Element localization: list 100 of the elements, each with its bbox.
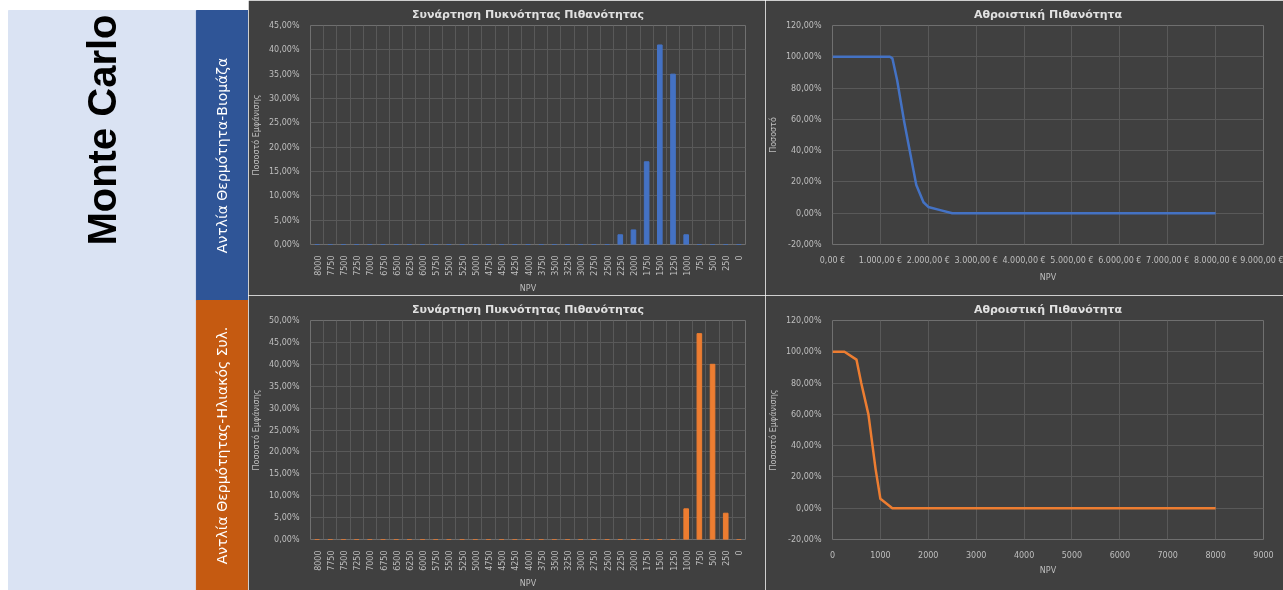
x-tick-label: 7750 bbox=[326, 255, 336, 276]
x-tick-label: 4750 bbox=[484, 550, 494, 571]
x-tick-label: 3500 bbox=[550, 550, 560, 571]
y-tick-label: 40,00% bbox=[791, 441, 822, 451]
x-tick-label: 5750 bbox=[432, 255, 442, 276]
chart-title: Αθροιστική Πιθανότητα bbox=[973, 7, 1123, 21]
x-tick-label: 4250 bbox=[511, 550, 521, 571]
x-tick-label: 500 bbox=[709, 550, 719, 566]
y-tick-label: 10,00% bbox=[269, 191, 300, 201]
x-tick-label: 4500 bbox=[498, 550, 508, 571]
y-tick-label: 50,00% bbox=[269, 316, 300, 325]
x-tick-label: 5750 bbox=[432, 550, 442, 571]
y-tick-label: 15,00% bbox=[269, 469, 300, 479]
y-tick-label: 0,00% bbox=[274, 535, 300, 544]
x-tick-label: 250 bbox=[722, 550, 732, 566]
y-tick-label: 20,00% bbox=[269, 447, 300, 457]
x-tick-label: 6500 bbox=[392, 550, 402, 571]
x-tick-label: 6000 bbox=[419, 550, 429, 571]
x-tick-label: 7000 bbox=[366, 550, 376, 571]
x-tick-label: 3250 bbox=[564, 550, 574, 571]
y-tick-label: 30,00% bbox=[269, 403, 300, 413]
x-tick-label: 5250 bbox=[458, 550, 468, 571]
x-axis-title: NPV bbox=[519, 578, 537, 588]
x-tick-label: 1250 bbox=[669, 255, 679, 276]
y-tick-label: 60,00% bbox=[791, 114, 822, 124]
x-axis-title: NPV bbox=[1039, 272, 1057, 282]
x-tick-label: 500 bbox=[709, 255, 719, 271]
y-tick-label: 5,00% bbox=[274, 215, 300, 225]
x-tick-label: 4000 bbox=[1013, 550, 1035, 560]
x-tick-label: 6750 bbox=[379, 255, 389, 276]
x-tick-label: 8000 bbox=[313, 550, 323, 571]
y-tick-label: 20,00% bbox=[269, 142, 300, 152]
y-tick-label: 30,00% bbox=[269, 94, 300, 103]
y-tick-label: 20,00% bbox=[791, 177, 822, 187]
x-tick-label: 750 bbox=[695, 550, 705, 566]
y-tick-label: 45,00% bbox=[269, 337, 300, 347]
x-tick-label: 1000 bbox=[870, 550, 891, 560]
y-tick-label: 20,00% bbox=[791, 472, 822, 482]
x-tick-label: 1000 bbox=[682, 255, 692, 276]
x-tick-label: 8000 bbox=[313, 255, 323, 276]
x-tick-label: 0 bbox=[735, 550, 745, 556]
x-tick-label: 6.000,00 € bbox=[1098, 255, 1142, 265]
y-axis-title: Ποσοστό Εμφάνισης bbox=[251, 94, 261, 176]
x-tick-label: 3000 bbox=[965, 550, 987, 560]
x-tick-label: 4750 bbox=[484, 255, 494, 276]
x-tick-label: 0 bbox=[735, 255, 745, 261]
x-tick-label: 2.000,00 € bbox=[906, 255, 950, 265]
y-tick-label: 25,00% bbox=[269, 118, 300, 128]
text: Αντλία Θερμότητας-Ηλιακός Συλ. bbox=[214, 326, 231, 565]
x-tick-label: 250 bbox=[722, 255, 732, 271]
y-tick-label: 0,00% bbox=[796, 503, 822, 513]
y-tick-label: 120,00% bbox=[785, 21, 822, 30]
x-tick-label: 8000 bbox=[1205, 550, 1226, 560]
y-tick-label: 0,00% bbox=[796, 208, 822, 218]
y-tick-label: 40,00% bbox=[269, 45, 300, 55]
x-tick-label: 9000 bbox=[1253, 550, 1274, 560]
x-tick-label: 5500 bbox=[445, 255, 455, 276]
x-tick-label: 6250 bbox=[405, 255, 415, 276]
x-axis-title: NPV bbox=[519, 283, 537, 293]
x-tick-label: 4000 bbox=[524, 550, 534, 571]
y-tick-label: 15,00% bbox=[269, 167, 300, 176]
x-tick-label: 2000 bbox=[629, 255, 639, 276]
y-tick-label: 40,00% bbox=[791, 146, 822, 156]
x-tick-label: 3.000,00 € bbox=[954, 255, 998, 265]
y-tick-label: -20,00% bbox=[788, 535, 822, 544]
x-tick-label: 6750 bbox=[379, 550, 389, 571]
text: Monte Carlo bbox=[80, 14, 125, 246]
y-tick-label: 60,00% bbox=[791, 409, 822, 419]
x-tick-label: 5500 bbox=[445, 550, 455, 571]
x-tick-label: 0 bbox=[829, 550, 836, 560]
y-tick-label: 0,00% bbox=[274, 240, 300, 249]
chart-title: Συνάρτηση Πυκνότητας Πιθανότητας bbox=[412, 7, 644, 21]
chart-title: Συνάρτηση Πυκνότητας Πιθανότητας bbox=[412, 302, 644, 316]
x-tick-label: 6250 bbox=[405, 550, 415, 571]
x-tick-label: 5000 bbox=[471, 550, 481, 571]
y-tick-label: 35,00% bbox=[269, 381, 300, 391]
y-tick-label: -20,00% bbox=[788, 240, 822, 249]
x-tick-label: 5.000,00 € bbox=[1050, 255, 1094, 265]
x-tick-label: 7750 bbox=[326, 550, 336, 571]
x-tick-label: 2000 bbox=[629, 550, 639, 571]
x-tick-label: 4000 bbox=[524, 255, 534, 276]
x-tick-label: 2500 bbox=[603, 255, 613, 276]
x-tick-label: 7000 bbox=[366, 255, 376, 276]
x-tick-label: 7000 bbox=[1157, 550, 1178, 560]
x-tick-label: 7500 bbox=[339, 550, 349, 571]
x-tick-label: 3750 bbox=[537, 550, 547, 571]
x-tick-label: 1500 bbox=[656, 550, 666, 571]
x-tick-label: 3500 bbox=[550, 255, 560, 276]
x-tick-label: 5250 bbox=[458, 255, 468, 276]
x-tick-label: 1.000,00 € bbox=[858, 255, 903, 265]
x-tick-label: 2750 bbox=[590, 550, 600, 571]
x-tick-label: 6500 bbox=[392, 255, 402, 276]
x-tick-label: 2750 bbox=[590, 255, 600, 276]
y-axis-title: Ποσοστό bbox=[767, 117, 778, 153]
x-tick-label: 2500 bbox=[603, 550, 613, 571]
y-tick-label: 80,00% bbox=[791, 378, 822, 388]
y-tick-label: 5,00% bbox=[274, 513, 300, 523]
x-tick-label: 7500 bbox=[339, 255, 349, 276]
x-tick-label: 4250 bbox=[511, 255, 521, 276]
x-tick-label: 750 bbox=[695, 255, 705, 271]
